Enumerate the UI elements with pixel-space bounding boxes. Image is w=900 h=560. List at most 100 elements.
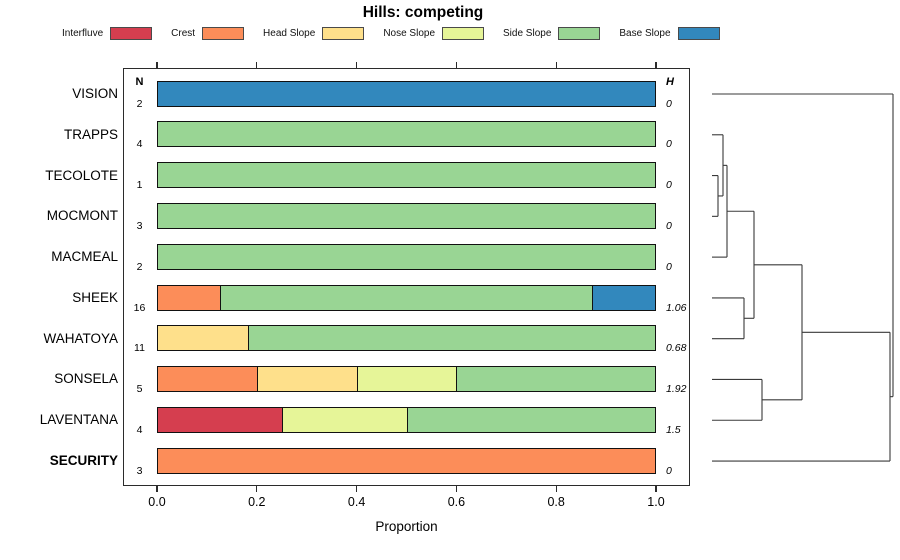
axis-tick bbox=[555, 62, 557, 68]
n-value: 4 bbox=[136, 138, 143, 151]
bar-segment-head-slope bbox=[256, 367, 357, 392]
bar-segment-side-slope bbox=[158, 122, 655, 147]
bar-segment-base-slope bbox=[158, 81, 655, 106]
axis-tick bbox=[256, 486, 258, 492]
stacked-bar-tecolote bbox=[157, 162, 656, 189]
y-axis-label-sonsela: SONSELA bbox=[54, 371, 118, 387]
h-value: 1.92 bbox=[666, 383, 687, 396]
legend-item: Head Slope bbox=[263, 26, 365, 40]
axis-tick-label: 0.6 bbox=[447, 495, 466, 509]
axis-tick-label: 0.8 bbox=[547, 495, 565, 509]
col-header-h: H bbox=[666, 76, 674, 88]
axis-tick bbox=[356, 486, 358, 492]
axis-tick-label: 0.4 bbox=[347, 495, 366, 509]
legend-label: Side Slope bbox=[503, 27, 552, 39]
n-value: 16 bbox=[133, 301, 146, 314]
legend-item: Crest bbox=[171, 26, 245, 40]
bar-segment-crest bbox=[158, 285, 220, 310]
y-axis-label-trapps: TRAPPS bbox=[63, 126, 118, 142]
bar-segment-base-slope bbox=[592, 285, 655, 310]
axis-tick bbox=[455, 486, 458, 492]
stacked-bar-sonsela bbox=[157, 366, 656, 393]
bar-segment-side-slope bbox=[248, 326, 655, 351]
n-value: 3 bbox=[136, 219, 143, 232]
bar-segment-nose-slope bbox=[356, 367, 457, 392]
stacked-bar-laventana bbox=[157, 406, 656, 433]
n-value: 3 bbox=[136, 464, 143, 477]
y-axis-label-vision: VISION bbox=[72, 86, 118, 101]
bar-segment-side-slope bbox=[158, 163, 655, 188]
legend-swatch bbox=[677, 26, 720, 40]
legend-item: Side Slope bbox=[503, 26, 601, 40]
plot-area: N H 2 0 4 0 1 0 3 0 2 0 16 1.06 11 0.68 5 1.92 4 1.5 3 0 bbox=[123, 68, 690, 486]
x-axis-title: Proportion bbox=[375, 519, 438, 534]
legend-swatch bbox=[558, 26, 601, 40]
stacked-bar-vision bbox=[157, 80, 656, 107]
bar-segment-head-slope bbox=[158, 326, 249, 351]
axis-tick bbox=[256, 62, 258, 68]
y-axis-label-sheek: SHEEK bbox=[72, 289, 118, 305]
legend-label: Nose Slope bbox=[383, 27, 436, 39]
axis-tick-label: 0.2 bbox=[248, 495, 266, 509]
bar-segment-crest bbox=[158, 448, 655, 473]
h-value: 0 bbox=[666, 260, 672, 273]
axis-tick-label: 1.0 bbox=[647, 495, 665, 509]
h-value: 0 bbox=[666, 97, 672, 110]
col-header-n: N bbox=[135, 76, 144, 88]
h-value: 1.5 bbox=[666, 423, 681, 436]
axis-tick-label: 0.0 bbox=[148, 495, 166, 509]
axis-tick bbox=[455, 62, 458, 68]
h-value: 0.68 bbox=[666, 342, 687, 355]
axis-tick bbox=[655, 62, 657, 68]
bar-segment-side-slope bbox=[219, 285, 593, 310]
bar-segment-nose-slope bbox=[281, 407, 407, 432]
legend-label: Head Slope bbox=[263, 27, 316, 39]
y-axis-label-security: SECURITY bbox=[49, 453, 118, 469]
axis-tick bbox=[356, 62, 358, 68]
legend-swatch bbox=[110, 26, 153, 40]
y-axis-label-macmeal: MACMEAL bbox=[51, 249, 118, 265]
stacked-bar-macmeal bbox=[157, 243, 656, 270]
bar-segment-side-slope bbox=[158, 244, 655, 269]
legend-swatch bbox=[322, 26, 365, 40]
legend: Interfluve Crest Head Slope Nose Slope Side … bbox=[62, 25, 739, 41]
stacked-bar-wahatoya bbox=[157, 325, 656, 352]
bar-segment-interfluve bbox=[158, 407, 282, 432]
legend-item: Nose Slope bbox=[383, 26, 485, 40]
dendrogram bbox=[712, 93, 894, 462]
axis-tick bbox=[156, 486, 158, 492]
legend-label: Interfluve bbox=[62, 27, 104, 39]
h-value: 0 bbox=[666, 464, 672, 477]
y-axis-label-mocmont: MOCMONT bbox=[46, 208, 118, 224]
y-axis-label-laventana: LAVENTANA bbox=[39, 412, 118, 428]
chart-title: Hills: competing bbox=[362, 4, 484, 21]
n-value: 1 bbox=[136, 179, 143, 192]
legend-swatch bbox=[202, 26, 245, 40]
bar-segment-side-slope bbox=[406, 407, 655, 432]
h-value: 1.06 bbox=[666, 301, 687, 314]
h-value: 0 bbox=[666, 179, 672, 192]
stacked-bar-security bbox=[157, 447, 656, 474]
h-value: 0 bbox=[666, 138, 672, 151]
axis-tick bbox=[156, 62, 158, 68]
n-value: 5 bbox=[136, 383, 143, 396]
n-value: 2 bbox=[136, 97, 143, 110]
y-axis-label-wahatoya: WAHATOYA bbox=[43, 330, 118, 346]
bar-segment-crest bbox=[158, 367, 257, 392]
legend-swatch bbox=[442, 26, 485, 40]
n-value: 4 bbox=[136, 423, 143, 436]
y-axis-label-tecolote: TECOLOTE bbox=[45, 167, 118, 183]
stacked-bar-sheek bbox=[157, 284, 656, 311]
stacked-bar-trapps bbox=[157, 121, 656, 148]
axis-tick bbox=[555, 486, 557, 492]
bar-segment-side-slope bbox=[456, 367, 655, 392]
legend-label: Crest bbox=[171, 27, 196, 39]
stacked-bar-mocmont bbox=[157, 202, 656, 229]
h-value: 0 bbox=[666, 219, 672, 232]
axis-tick bbox=[655, 486, 657, 492]
n-value: 11 bbox=[134, 342, 145, 355]
n-value: 2 bbox=[136, 260, 143, 273]
bar-segment-side-slope bbox=[158, 203, 655, 228]
legend-label: Base Slope bbox=[619, 27, 671, 39]
